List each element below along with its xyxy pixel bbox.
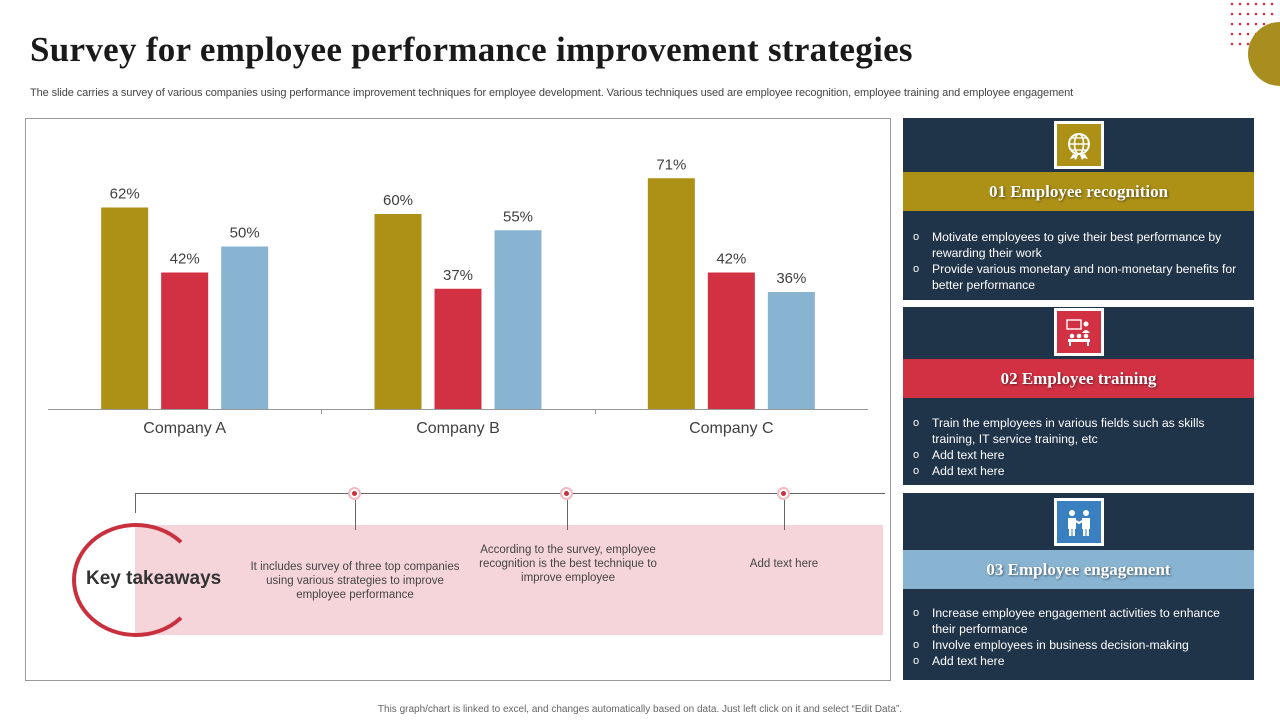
bar[interactable]: [647, 178, 695, 409]
panel-1-bullet-2: Provide various monetary and non-monetar…: [913, 261, 1243, 293]
takeaway-marker-3: [777, 487, 790, 500]
page-subtitle: The slide carries a survey of various co…: [30, 87, 1074, 99]
panel-header-1: 01 Employee recognition: [903, 172, 1254, 211]
data-label: 71%: [656, 156, 686, 173]
panel-employee-training: 02 Employee training Train the employees…: [903, 307, 1254, 485]
takeaways-timeline-start: [135, 493, 136, 513]
takeaway-marker-1: [348, 487, 361, 500]
takeaway-stem-1: [355, 500, 356, 530]
panel-header-2: 02 Employee training: [903, 359, 1254, 398]
bar[interactable]: [374, 214, 422, 409]
data-label: 36%: [776, 270, 806, 287]
panel-employee-engagement: 03 Employee engagement Increase employee…: [903, 493, 1254, 680]
bar[interactable]: [161, 272, 209, 410]
takeaway-text-2: According to the survey, employee recogn…: [479, 544, 657, 584]
panel-header-3: 03 Employee engagement: [903, 550, 1254, 589]
takeaways-label: Key takeaways: [86, 568, 222, 589]
bar[interactable]: [101, 207, 149, 410]
page-title: Survey for employee performance improvem…: [30, 30, 913, 69]
x-tick-label: Company B: [416, 420, 500, 437]
panel-2-bullet-2: Add text here: [913, 447, 1243, 463]
globe-certificate-icon: [1068, 133, 1090, 160]
x-tick-label: Company A: [143, 420, 226, 437]
bar[interactable]: [221, 246, 269, 410]
bar[interactable]: [434, 288, 482, 409]
footer-note: This graph/chart is linked to excel, and…: [377, 704, 903, 715]
takeaway-text-1: It includes survey of three top companie…: [250, 561, 460, 601]
bar[interactable]: [494, 230, 542, 409]
data-label: 50%: [230, 225, 260, 242]
takeaways-band: [135, 525, 883, 635]
x-tick-label: Company C: [689, 420, 773, 437]
panel-icon-box-2: [1054, 308, 1104, 356]
bar-chart[interactable]: 62% 42% 50% Company A 60% 37% 55% Company B 71% 4…: [26, 119, 890, 439]
takeaway-marker-2: [560, 487, 573, 500]
takeaways-arc: [72, 523, 200, 637]
takeaways-timeline: [135, 493, 885, 494]
panel-bullets-3: Increase employee engagement activities …: [913, 605, 1243, 669]
data-label: 42%: [716, 251, 746, 268]
panel-2-bullet-1: Train the employees in various fields su…: [913, 415, 1243, 447]
panel-3-bullet-1: Increase employee engagement activities …: [913, 605, 1243, 637]
panel-icon-box-1: [1054, 121, 1104, 169]
panel-bullets-2: Train the employees in various fields su…: [913, 415, 1243, 479]
takeaway-text-3: Add text here: [749, 558, 819, 570]
data-label: 42%: [170, 251, 200, 268]
panel-1-bullet-1: Motivate employees to give their best pe…: [913, 229, 1243, 261]
takeaway-stem-2: [567, 500, 568, 530]
training-class-icon: [1066, 319, 1090, 346]
panel-icon-box-3: [1054, 498, 1104, 546]
panel-employee-recognition: 01 Employee recognition Motivate employe…: [903, 118, 1254, 300]
panel-3-bullet-2: Involve employees in business decision-m…: [913, 637, 1243, 653]
panel-3-bullet-3: Add text here: [913, 653, 1243, 669]
panel-2-bullet-3: Add text here: [913, 463, 1243, 479]
data-label: 55%: [503, 208, 533, 225]
data-label: 62%: [110, 186, 140, 203]
panel-bullets-1: Motivate employees to give their best pe…: [913, 229, 1243, 293]
handshake-team-icon: [1068, 510, 1090, 536]
takeaway-stem-3: [784, 500, 785, 530]
data-label: 37%: [443, 267, 473, 284]
data-label: 60%: [383, 192, 413, 209]
bar[interactable]: [767, 292, 815, 409]
bar[interactable]: [707, 272, 755, 410]
